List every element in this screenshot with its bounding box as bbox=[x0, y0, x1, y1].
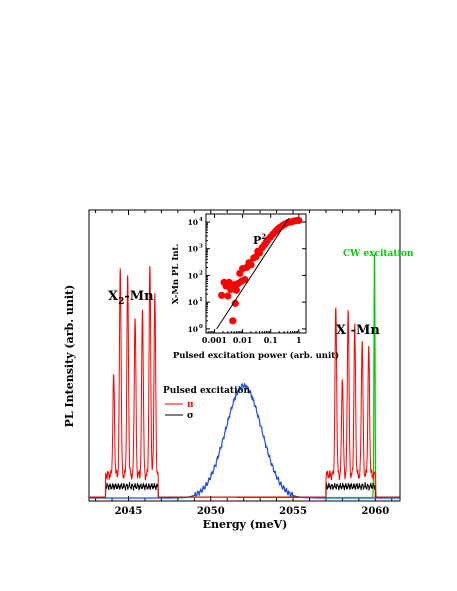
main-x-axis-label: Energy (meV) bbox=[203, 518, 288, 531]
x2mn-label: X2-Mn bbox=[108, 289, 154, 307]
inset-data-point bbox=[295, 216, 303, 225]
x2mn-label-main: X bbox=[108, 289, 119, 304]
inset-fit-line bbox=[216, 217, 290, 330]
inset-data-point bbox=[231, 299, 239, 307]
main-series-layer bbox=[89, 254, 400, 499]
main-plot-frame bbox=[88, 209, 401, 502]
inset-y-tick-exponent: 0 bbox=[199, 324, 203, 330]
x-tick-label: 2045 bbox=[115, 506, 143, 517]
inset-x-tick-label: 1 bbox=[296, 335, 302, 345]
inset-data-point bbox=[224, 292, 232, 300]
inset-y-tick-exponent: 2 bbox=[199, 270, 203, 276]
inset-x-tick-label: 0.01 bbox=[233, 335, 252, 345]
inset-fit-label-base: P bbox=[253, 234, 261, 247]
series-line-pi bbox=[89, 265, 400, 498]
inset-data-point bbox=[241, 275, 249, 284]
inset-y-tick-exponent: 1 bbox=[199, 297, 203, 303]
inset-data-point bbox=[247, 261, 255, 269]
xmn-label: X -Mn bbox=[336, 323, 380, 338]
inset-x-tick-label: 0.001 bbox=[202, 335, 227, 345]
inset-y-axis-label: X-Mn PL Int. bbox=[171, 244, 181, 305]
inset-points-layer bbox=[216, 216, 303, 330]
inset-x-tick-label: 0.1 bbox=[264, 335, 278, 345]
inset-y-tick-label: 10 bbox=[188, 245, 198, 254]
legend-label-sigma: σ bbox=[187, 411, 194, 421]
x2mn-label-sub: 2 bbox=[118, 297, 124, 307]
cw-excitation-label: CW excitation bbox=[343, 249, 414, 259]
inset-y-tick-exponent: 3 bbox=[199, 244, 203, 250]
inset-data-point bbox=[232, 286, 240, 294]
x-tick-label: 2050 bbox=[197, 506, 225, 517]
inset-y-tick-label: 10 bbox=[188, 298, 198, 307]
x-tick-label: 2060 bbox=[361, 506, 389, 517]
inset-y-tick-label: 10 bbox=[188, 271, 198, 280]
inset-fit-label-exponent: 2 bbox=[261, 232, 266, 241]
inset-data-point bbox=[218, 291, 226, 299]
inset-fit-label: P2 bbox=[253, 232, 266, 247]
inset-x-axis-label: Pulsed excitation power (arb. unit) bbox=[173, 350, 339, 361]
x2mn-label-suffix: -Mn bbox=[124, 289, 154, 304]
x-tick-label: 2055 bbox=[279, 506, 307, 517]
legend-title: Pulsed excitation bbox=[163, 386, 251, 396]
inset-frame bbox=[205, 213, 307, 334]
inset-y-tick-label: 10 bbox=[188, 218, 198, 227]
inset-data-point bbox=[229, 317, 237, 325]
main-x-ticks: 2045 2050 2055 2060 bbox=[95, 210, 393, 517]
inset-y-tick-exponent: 4 bbox=[199, 217, 203, 223]
inset-y-tick-label: 10 bbox=[188, 325, 198, 334]
series-line-sigma bbox=[89, 482, 400, 498]
main-y-axis-label: PL Intensity (arb. unit) bbox=[63, 285, 76, 428]
legend-label-pi: π bbox=[187, 400, 194, 410]
